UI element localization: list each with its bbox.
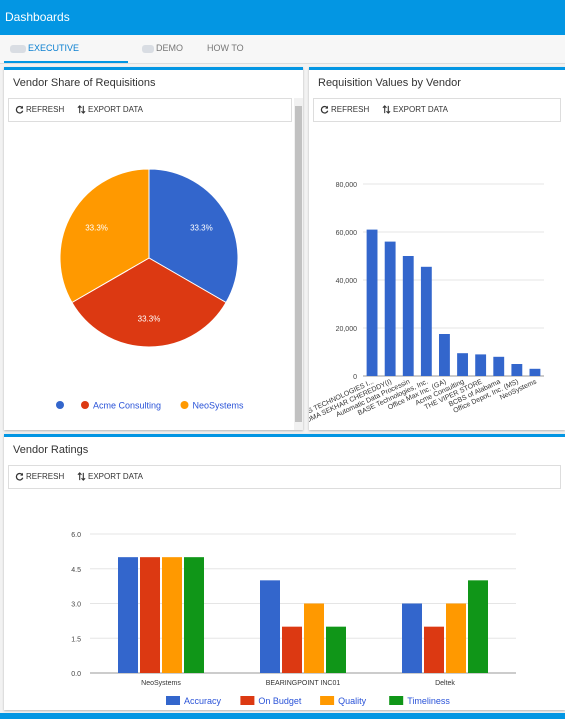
y-tick-label: 4.5 (71, 567, 81, 574)
bar (384, 241, 396, 376)
x-tick-label: Deltek (435, 680, 455, 687)
bar (304, 603, 324, 673)
dashboard-tabs: EXECUTIVE DASHBOARD DEMO HOW TO (0, 35, 565, 79)
bar (282, 626, 302, 673)
y-tick-label: 0 (353, 374, 357, 381)
panel-title: Vendor Share of Requisitions (13, 77, 156, 89)
y-tick-label: 80,000 (336, 182, 358, 189)
legend-marker (180, 401, 189, 409)
sort-arrows-icon (77, 105, 86, 115)
bar (439, 334, 450, 376)
bar (493, 356, 505, 376)
refresh-icon (15, 473, 24, 481)
bar (402, 256, 414, 376)
export-data-button[interactable]: EXPORT DATA (382, 99, 448, 121)
slice-label: 33.3% (190, 224, 213, 233)
tab-icon (142, 44, 154, 53)
legend-marker (166, 696, 180, 705)
scrollbar[interactable] (294, 98, 303, 430)
legend-label: Quality (338, 696, 367, 706)
legend-label: Timeliness (407, 696, 450, 706)
x-tick-label: BEARINGPOINT INC01 (266, 680, 341, 687)
legend-label: On Budget (258, 696, 302, 706)
app-title: Dashboards (5, 10, 70, 24)
bar (511, 364, 523, 376)
bottom-accent-bar (0, 713, 565, 719)
app-header: Dashboards (0, 0, 565, 35)
legend-label: Accuracy (184, 696, 222, 706)
y-tick-label: 20,000 (336, 326, 358, 333)
legend-label: NeoSystems (193, 401, 245, 411)
scrollbar-thumb[interactable] (295, 106, 302, 422)
vendor-share-panel: Vendor Share of Requisitions REFRESH EXP… (4, 67, 303, 430)
vendor-ratings-chart: 0.0 1.5 3.0 4.5 6.0 NeoSystems BEARINGPOINT IN… (71, 532, 516, 706)
refresh-icon (320, 106, 329, 114)
bar (118, 557, 138, 673)
y-tick-label: 0.0 (71, 671, 81, 678)
refresh-button[interactable]: REFRESH (15, 99, 64, 121)
bar (260, 580, 280, 673)
tab-executive-dashboard[interactable]: EXECUTIVE DASHBOARD (4, 35, 128, 79)
y-tick-label: 1.5 (71, 636, 81, 643)
export-data-button[interactable]: EXPORT DATA (77, 99, 143, 121)
tab-demo[interactable]: DEMO (142, 35, 183, 63)
legend-marker (240, 696, 255, 705)
refresh-icon (15, 106, 24, 114)
refresh-button[interactable]: REFRESH (15, 466, 64, 488)
bar (366, 229, 378, 376)
y-tick-label: 6.0 (71, 532, 81, 539)
pie-chart: 33.3% 33.3% 33.3% Acme Consulting NeoSystems (56, 168, 245, 411)
bar (326, 626, 346, 673)
panel-toolbar: REFRESH EXPORT DATA (8, 98, 292, 122)
bar (184, 557, 204, 673)
refresh-button[interactable]: REFRESH (320, 99, 369, 121)
tab-icon (10, 44, 26, 53)
sort-arrows-icon (382, 105, 391, 115)
slice-label: 33.3% (138, 315, 161, 324)
legend-marker (81, 401, 89, 409)
y-tick-label: 3.0 (71, 602, 81, 609)
x-tick-label: NeoSystems (141, 680, 181, 687)
panel-title: Requisition Values by Vendor (318, 77, 461, 89)
bar (420, 266, 432, 376)
bar (457, 353, 468, 376)
panel-toolbar: REFRESH EXPORT DATA (8, 465, 561, 489)
bar (424, 626, 444, 673)
bar (475, 354, 487, 376)
bar (402, 603, 422, 673)
bar (468, 580, 488, 673)
pie-slice (59, 168, 150, 304)
y-tick-label: 60,000 (336, 230, 358, 237)
bar (446, 603, 466, 673)
sort-arrows-icon (77, 472, 86, 482)
panel-toolbar: REFRESH EXPORT DATA (313, 98, 561, 122)
pie-slice (148, 168, 239, 304)
legend-label: Acme Consulting (93, 401, 161, 411)
legend-marker (389, 696, 404, 705)
slice-label: 33.3% (85, 224, 108, 233)
legend-marker (320, 696, 335, 705)
tab-how-to[interactable]: HOW TO (207, 43, 244, 53)
bar (529, 368, 541, 376)
requisition-values-panel: Requisition Values by Vendor REFRESH EXP… (309, 67, 565, 430)
legend-marker (56, 401, 64, 409)
export-data-button[interactable]: EXPORT DATA (77, 466, 143, 488)
bar (140, 557, 160, 673)
pie-slice (71, 257, 227, 348)
bar (162, 557, 182, 673)
y-tick-label: 40,000 (336, 278, 358, 285)
vendor-ratings-panel: Vendor Ratings REFRESH EXPORT DATA 0.0 1.… (4, 434, 565, 710)
panel-title: Vendor Ratings (13, 444, 89, 456)
